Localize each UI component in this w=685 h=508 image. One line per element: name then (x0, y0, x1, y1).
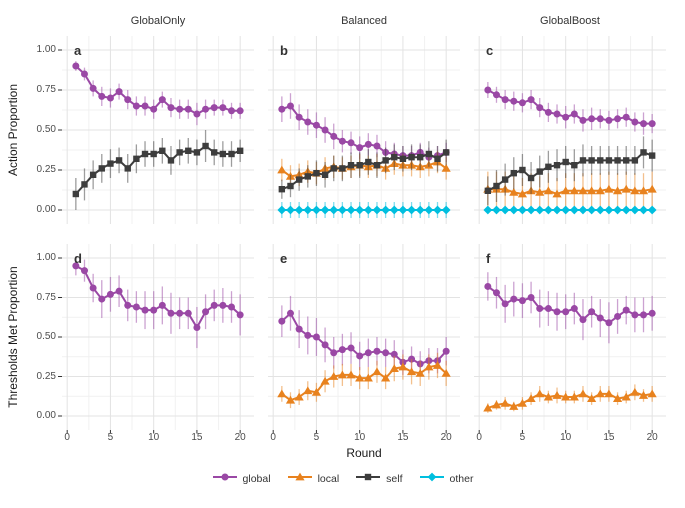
y-tick-row1-0.00: 0.00 (36, 410, 56, 421)
legend-item-local: local (287, 470, 340, 489)
y-tick-row0-0.25: 0.25 (36, 164, 56, 175)
series-self (278, 139, 450, 199)
legend-label-global: global (242, 473, 271, 485)
svg-text:f: f (486, 251, 491, 266)
series-self (484, 136, 656, 206)
y-tick-row1-0.75: 0.75 (36, 291, 56, 303)
x-tick-col1-10: 10 (354, 432, 366, 443)
series-global (72, 61, 244, 126)
series-local (483, 384, 657, 413)
x-tick-col0-5: 5 (107, 432, 114, 443)
series-global (484, 82, 656, 135)
x-tick-col0-20: 20 (234, 432, 246, 443)
y-tick-row0-1.00: 1.00 (36, 44, 56, 55)
other-diamond-icon (419, 470, 445, 489)
x-tick-col1-20: 20 (440, 432, 452, 443)
x-tick-col2-5: 5 (519, 432, 526, 443)
series-other (483, 205, 657, 215)
panel-c: c (468, 36, 666, 230)
legend-item-global: global (212, 470, 271, 489)
y-tick-row0-0.75: 0.75 (36, 84, 56, 95)
svg-text:a: a (74, 43, 82, 58)
x-tick-col1-15: 15 (397, 432, 409, 443)
panel-e: e (262, 244, 460, 436)
panel-b: b (262, 36, 460, 230)
legend-label-local: local (317, 473, 340, 485)
x-tick-col0-10: 10 (148, 432, 160, 443)
legend-label-self: self (386, 473, 403, 485)
series-local (277, 352, 451, 409)
x-tick-col2-15: 15 (603, 432, 615, 443)
panel-f: f (468, 244, 666, 436)
legend-label-other: other (449, 473, 474, 485)
series-global (278, 295, 450, 377)
x-tick-col0-15: 15 (191, 432, 203, 443)
x-axis-title-round: Round (346, 446, 382, 460)
facet-title-globalonly: GlobalOnly (130, 15, 186, 27)
x-tick-col0-0: 0 (64, 432, 70, 443)
facet-title-globalboost: GlobalBoost (540, 15, 600, 27)
svg-text:d: d (74, 251, 82, 266)
series-other (277, 202, 451, 218)
series-self (72, 130, 244, 210)
x-tick-col2-20: 20 (646, 432, 658, 443)
global-circle-icon (212, 470, 238, 489)
y-axis-title-action-proportion: Action Proportion (6, 83, 20, 177)
facet-title-balanced: Balanced (341, 15, 387, 27)
panel-d: d (56, 244, 254, 436)
y-tick-row0-0.00: 0.00 (36, 204, 56, 215)
panel-a: a (56, 36, 254, 230)
svg-text:e: e (280, 251, 287, 266)
legend: global local self other (0, 471, 685, 487)
legend-item-other: other (419, 470, 474, 489)
local-triangle-icon (287, 470, 313, 489)
svg-text:c: c (486, 43, 493, 58)
x-tick-col2-0: 0 (476, 432, 482, 443)
x-tick-col1-5: 5 (313, 432, 320, 443)
series-global (484, 272, 656, 344)
y-tick-row1-0.50: 0.50 (36, 331, 56, 342)
y-axis-title-thresholds-proportion: Thresholds Met Proportion (6, 266, 20, 408)
y-tick-row0-0.50: 0.50 (36, 124, 56, 135)
y-tick-row1-1.00: 1.00 (36, 252, 56, 263)
svg-text:b: b (280, 43, 288, 58)
x-tick-col1-0: 0 (270, 432, 276, 443)
legend-item-self: self (355, 470, 403, 489)
series-global (72, 256, 244, 349)
x-tick-col2-10: 10 (560, 432, 572, 443)
y-tick-row1-0.25: 0.25 (36, 370, 56, 382)
self-square-icon (355, 470, 381, 489)
